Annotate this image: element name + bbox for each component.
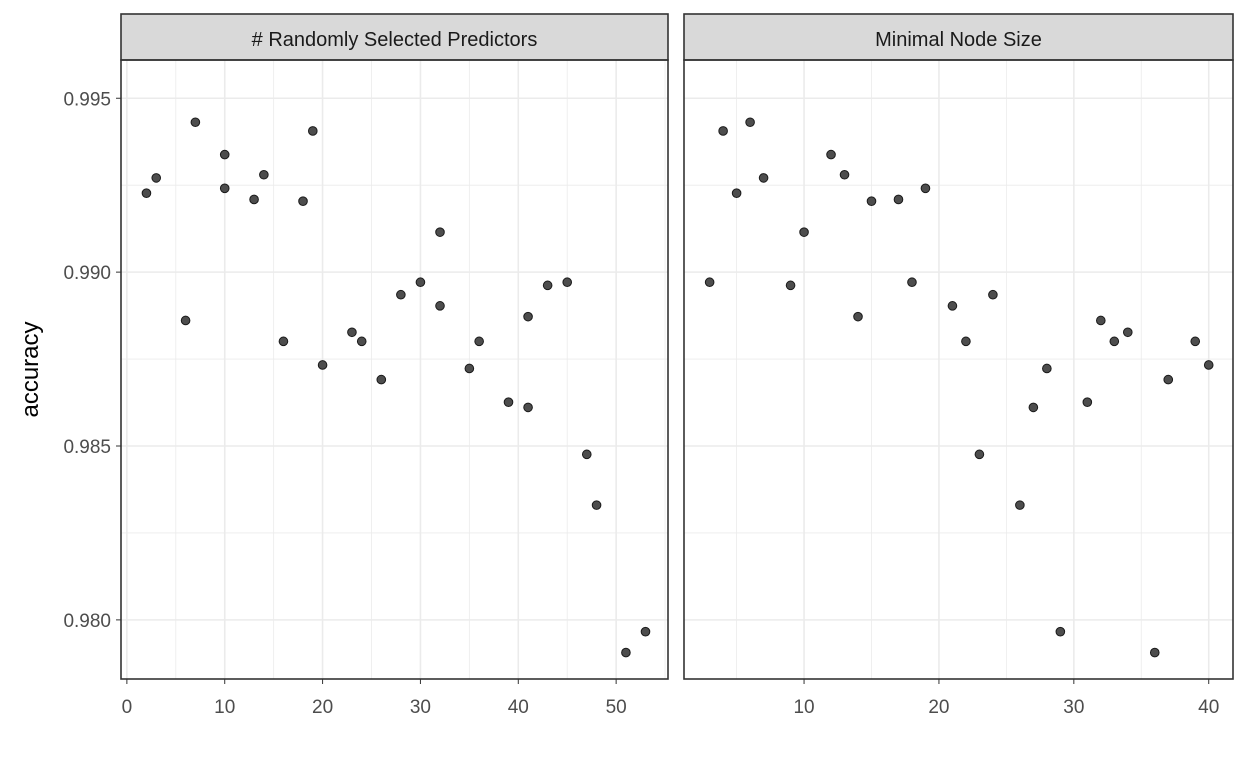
data-point <box>1028 402 1039 413</box>
data-point <box>826 149 836 160</box>
data-point <box>1122 327 1133 338</box>
x-tick-label: 0 <box>122 697 133 718</box>
data-point <box>317 360 328 370</box>
y-tick-label: 0.990 <box>63 263 111 284</box>
data-point <box>988 289 998 300</box>
data-point <box>1190 336 1201 347</box>
data-point <box>1042 363 1052 374</box>
data-point <box>396 289 406 300</box>
data-point <box>503 397 514 407</box>
x-tick-label: 40 <box>1198 697 1219 718</box>
data-point <box>151 173 162 183</box>
data-point <box>249 194 259 205</box>
y-tick-label: 0.985 <box>63 437 111 458</box>
data-point <box>640 626 651 637</box>
y-axis-title: accuracy <box>17 321 44 417</box>
data-point <box>839 169 850 180</box>
x-tick-label: 20 <box>312 697 333 718</box>
facet-strip-title: # Randomly Selected Predictors <box>252 29 538 51</box>
data-point <box>799 227 809 237</box>
data-point <box>704 277 715 288</box>
data-point <box>278 336 289 347</box>
data-point <box>435 227 445 237</box>
x-tick-label: 30 <box>410 697 431 718</box>
data-point <box>974 449 985 460</box>
y-tick-label: 0.995 <box>63 89 111 110</box>
facet-strip <box>120 13 669 61</box>
facet-strip <box>683 13 1234 61</box>
panel-background <box>121 60 668 679</box>
data-point <box>745 117 755 128</box>
data-point <box>435 301 445 311</box>
data-point <box>376 374 387 385</box>
data-point <box>581 449 592 460</box>
data-point <box>219 149 230 160</box>
data-point <box>907 277 917 288</box>
data-point <box>562 277 573 288</box>
data-point <box>1203 360 1214 370</box>
data-point <box>347 327 357 338</box>
data-point <box>1015 500 1025 510</box>
data-point <box>1055 626 1066 637</box>
data-point <box>219 183 230 194</box>
panel-background <box>684 60 1233 679</box>
panel-border <box>683 59 1234 680</box>
x-tick-label: 30 <box>1063 697 1084 718</box>
x-tick-label: 10 <box>214 697 235 718</box>
data-point <box>1109 336 1120 347</box>
data-point <box>621 647 631 658</box>
data-point <box>591 500 602 510</box>
data-point <box>356 336 367 347</box>
data-point <box>141 188 152 198</box>
data-point <box>947 301 958 311</box>
data-point <box>893 194 904 205</box>
data-point <box>853 311 863 322</box>
data-point <box>718 126 728 136</box>
x-tick-label: 40 <box>508 697 529 718</box>
data-point <box>785 280 796 291</box>
data-point <box>474 336 484 347</box>
data-point <box>731 188 742 198</box>
data-point <box>307 126 318 136</box>
data-point <box>1096 315 1106 326</box>
data-point <box>523 402 533 413</box>
data-point <box>1082 397 1093 407</box>
x-tick-label: 10 <box>793 697 814 718</box>
data-point <box>180 315 191 326</box>
x-tick-label: 50 <box>606 697 627 718</box>
data-point <box>961 336 971 347</box>
data-point <box>464 363 475 374</box>
facet-strip-title: Minimal Node Size <box>875 29 1042 51</box>
data-point <box>866 196 877 206</box>
data-point <box>920 183 931 194</box>
data-point <box>542 280 553 291</box>
data-point <box>259 169 269 180</box>
data-point <box>415 277 426 288</box>
data-point <box>190 117 201 128</box>
data-point <box>298 196 308 206</box>
panel-border <box>120 59 669 680</box>
data-point <box>523 311 533 322</box>
data-point <box>1163 374 1174 385</box>
data-point <box>1149 647 1160 658</box>
data-point <box>758 173 769 183</box>
x-tick-label: 20 <box>928 697 949 718</box>
y-tick-label: 0.980 <box>63 611 111 632</box>
